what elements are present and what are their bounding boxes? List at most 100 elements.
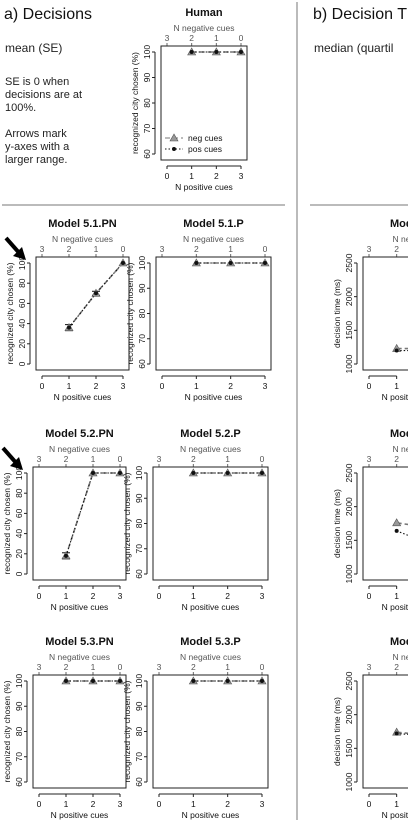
y-tick-label: 60 (142, 149, 152, 159)
panel-b-subheader: median (quartil (314, 41, 393, 55)
series-line-pos (396, 530, 408, 536)
y-axis-label: decision time (ms) (332, 489, 342, 558)
x-tick-label: 1 (191, 591, 196, 601)
chart-title: Human (185, 7, 223, 19)
x-tick-label: 1 (191, 799, 196, 809)
y-axis-label: recognized city chosen (%) (122, 472, 132, 574)
x-tick-label: 3 (260, 591, 265, 601)
top-tick-label: 1 (225, 662, 230, 672)
x-tick-label: 2 (228, 381, 233, 391)
marker-pos-cues (121, 261, 125, 265)
x-tick-label: 0 (160, 381, 165, 391)
top-tick-label: 1 (91, 454, 96, 464)
series-line-pos (65, 472, 120, 556)
note-line: Arrows mark (5, 128, 67, 140)
y-tick-label: 1000 (344, 354, 354, 373)
x-tick-label: 0 (367, 799, 372, 809)
top-tick-label: 3 (367, 244, 372, 254)
plot-box (160, 45, 248, 161)
x-axis-label: N positive cues (54, 392, 112, 402)
chart-title: Model 5.2.P (180, 428, 241, 440)
y-tick-label: 100 (142, 45, 152, 59)
top-axis-label: N negative cues (49, 444, 110, 454)
y-tick-label: 100 (17, 256, 27, 270)
note-line: larger range. (5, 154, 67, 166)
top-tick-label: 2 (394, 244, 399, 254)
top-tick-label: 2 (67, 244, 72, 254)
marker-pos-cues (118, 679, 122, 683)
x-axis-label: N positive cues (185, 392, 243, 402)
y-tick-label: 1500 (344, 739, 354, 758)
y-tick-label: 2000 (344, 287, 354, 306)
chart-panel: Model 5.3.PN 3 2 1 0 N negative cues 0 1 2 3 N pos… (2, 636, 127, 820)
x-axis-label: N positive cues (175, 182, 233, 192)
top-axis-label: N negative cues (180, 652, 241, 662)
marker-pos-cues (191, 679, 196, 683)
plot-box (35, 256, 130, 371)
plot-box (32, 466, 127, 581)
x-tick-label: 3 (121, 381, 126, 391)
top-tick-label: 3 (40, 244, 45, 254)
y-tick-label: 1500 (344, 321, 354, 340)
x-tick-label: 2 (214, 171, 219, 181)
range-arrow-head (13, 247, 26, 260)
marker-pos-cues (225, 679, 230, 683)
panel-a-header: a) Decisions (4, 6, 92, 23)
top-axis-label: N negative cues (49, 652, 110, 662)
series-line-pos (396, 732, 408, 735)
x-tick-label: 3 (118, 799, 123, 809)
y-tick-label: 60 (134, 569, 144, 579)
y-tick-label: 100 (137, 256, 147, 270)
y-axis-label: recognized city chosen (%) (2, 680, 12, 782)
chart-title: Model 5 (390, 636, 408, 648)
top-tick-label: 0 (239, 33, 244, 43)
top-axis-label: N negativ (393, 234, 408, 244)
chart-panel: Model 5 3 2N negativ 0 1N positive cues 1000 1… (332, 218, 408, 402)
y-tick-label: 80 (134, 727, 144, 737)
y-axis-label: decision time (ms) (332, 697, 342, 766)
x-tick-label: 2 (225, 799, 230, 809)
top-tick-label: 2 (64, 454, 69, 464)
marker-pos-cues (91, 471, 95, 475)
x-tick-label: 0 (157, 799, 162, 809)
x-tick-label: 2 (91, 799, 96, 809)
chart-panel: Model 5.2.PN 3 2 1 0 N negative cues 0 1 2 3 N pos… (1, 428, 127, 612)
top-tick-label: 2 (64, 662, 69, 672)
chart-title: Model 5.3.P (180, 636, 241, 648)
note-line: decisions are at (5, 89, 82, 101)
top-tick-label: 3 (37, 662, 42, 672)
y-tick-label: 2500 (344, 671, 354, 690)
chart-title: Model 5 (390, 428, 408, 440)
top-tick-label: 3 (160, 244, 165, 254)
marker-pos-cues (225, 471, 230, 475)
marker-pos-cues (394, 731, 399, 736)
marker-pos-cues (91, 679, 95, 683)
chart-title: Model 5.1.P (183, 218, 244, 230)
y-tick-label: 1000 (344, 772, 354, 791)
top-tick-label: 3 (165, 33, 170, 43)
top-tick-label: 0 (121, 244, 126, 254)
panel-a-notes: SE is 0 when decisions are at 100%. Arro… (5, 76, 82, 166)
top-tick-label: 1 (214, 33, 219, 43)
top-tick-label: 2 (191, 454, 196, 464)
y-tick-label: 90 (137, 283, 147, 293)
chart-title: Model 5.1.PN (48, 218, 117, 230)
y-tick-label: 90 (134, 493, 144, 503)
series-line-neg (396, 731, 408, 735)
marker-pos-cues (260, 679, 264, 683)
panel-a-subheader: mean (SE) (5, 41, 62, 55)
y-tick-label: 90 (14, 701, 24, 711)
chart-title: Model 5.3.PN (45, 636, 114, 648)
y-tick-label: 20 (14, 549, 24, 559)
x-tick-label: 2 (94, 381, 99, 391)
x-axis-label: N positive cues (382, 392, 408, 402)
y-tick-label: 100 (134, 466, 144, 480)
x-tick-label: 3 (239, 171, 244, 181)
y-tick-label: 70 (137, 334, 147, 344)
legend-label-neg: neg cues (188, 133, 223, 143)
y-tick-label: 2500 (344, 463, 354, 482)
top-tick-label: 0 (260, 454, 265, 464)
y-tick-label: 70 (134, 544, 144, 554)
legend-marker-neg (169, 133, 179, 142)
marker-pos-cues (118, 471, 122, 475)
